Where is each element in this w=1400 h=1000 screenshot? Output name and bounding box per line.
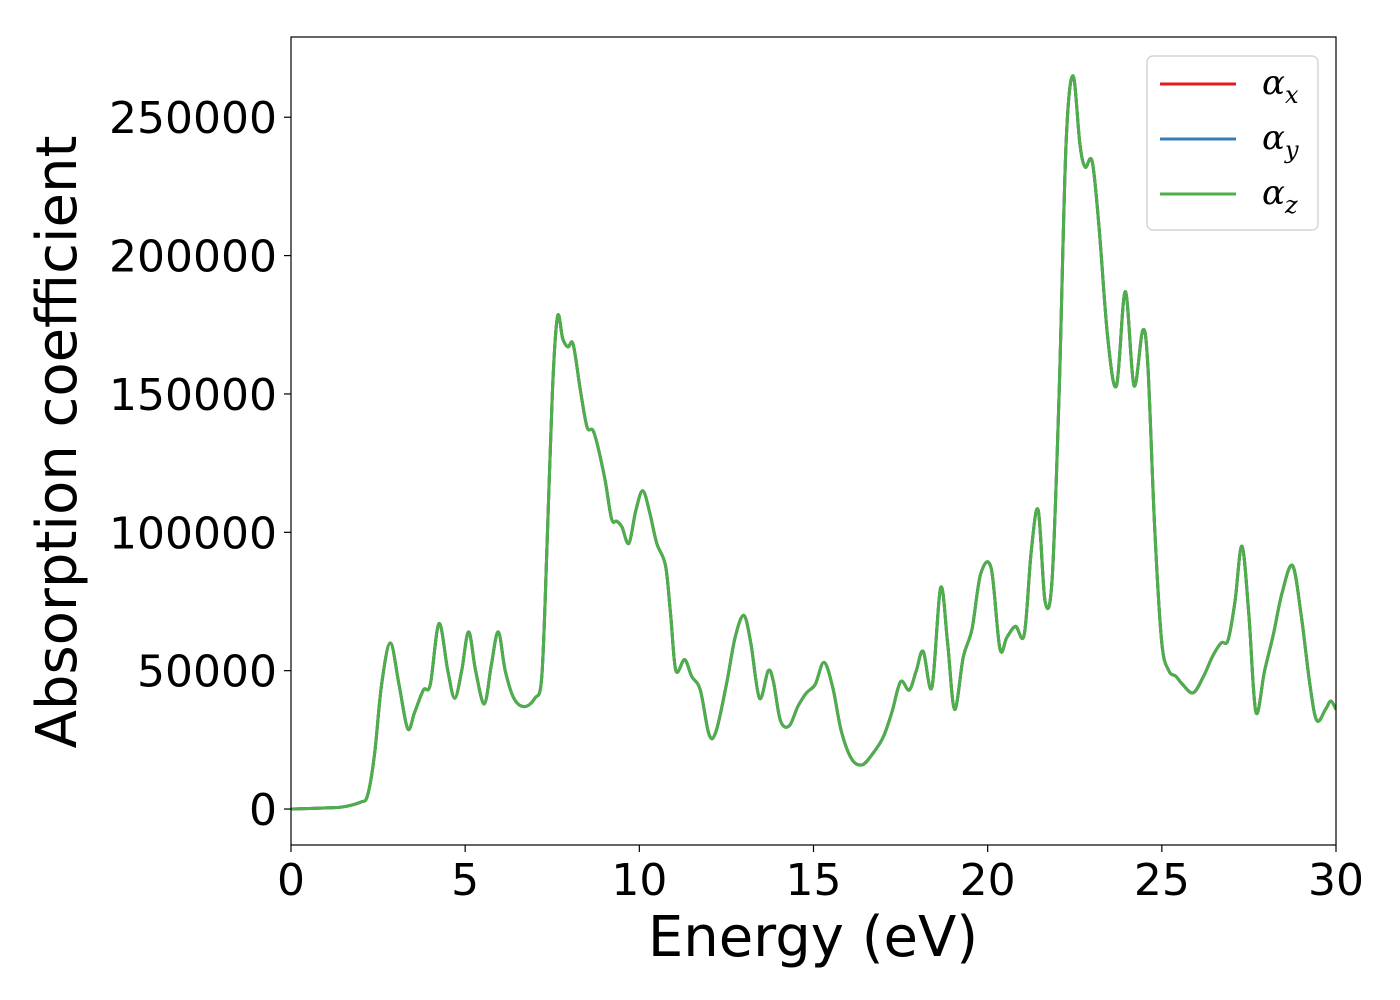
- y-tick-label: 150000: [109, 370, 277, 421]
- x-tick-label: 20: [960, 855, 1016, 906]
- x-tick-label: 25: [1134, 855, 1190, 906]
- y-tick-label: 50000: [137, 647, 277, 698]
- legend-box: [1146, 55, 1319, 231]
- y-tick-label: 250000: [109, 93, 277, 144]
- x-tick-label: 10: [611, 855, 667, 906]
- y-tick-label: 0: [249, 785, 277, 836]
- x-tick-label: 15: [786, 855, 842, 906]
- x-axis-label: Energy (eV): [648, 905, 978, 970]
- x-tick-label: 0: [277, 855, 305, 906]
- y-tick-label: 200000: [109, 232, 277, 283]
- axis-ticks: 0 5 10 15 20 25 30 0 50000 100000 150000 200000 2500…: [109, 93, 1364, 906]
- y-tick-label: 100000: [109, 508, 277, 559]
- y-axis-label: Absorption coefficient: [25, 136, 90, 749]
- legend-label-y: αy: [1262, 118, 1299, 164]
- legend-label-x: αx: [1262, 63, 1299, 109]
- plot-area: [290, 36, 1337, 846]
- legend: αx αy αz: [1146, 55, 1319, 231]
- x-tick-label: 5: [451, 855, 479, 906]
- series-line-z: [291, 74, 1336, 811]
- series-lines: [291, 74, 1336, 811]
- legend-label-z: αz: [1262, 173, 1298, 219]
- x-tick-label: 30: [1308, 855, 1364, 906]
